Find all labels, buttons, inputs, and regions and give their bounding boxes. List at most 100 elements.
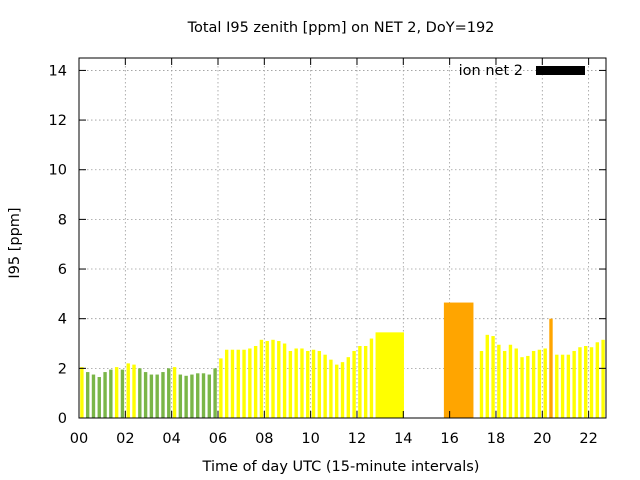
bar <box>491 336 495 418</box>
bar <box>578 347 582 418</box>
bar <box>502 350 507 418</box>
bar <box>248 348 252 418</box>
bar <box>317 350 322 418</box>
y-tick-label: 0 <box>58 411 67 427</box>
bar <box>340 362 345 418</box>
bar <box>584 346 588 418</box>
bar <box>363 346 368 418</box>
bar <box>196 373 200 418</box>
bar <box>178 374 183 418</box>
chart-title: Total I95 zenith [ppm] on NET 2, DoY=192 <box>187 20 495 36</box>
bar <box>190 374 194 418</box>
bar <box>375 332 404 418</box>
bar <box>85 372 90 418</box>
bar <box>294 348 298 418</box>
bar <box>265 341 269 418</box>
bar <box>103 372 107 418</box>
bar <box>167 368 171 418</box>
y-tick-label: 10 <box>49 163 67 179</box>
bar <box>443 302 474 418</box>
bar <box>358 346 362 418</box>
plot-frame <box>78 57 607 419</box>
bar <box>595 342 600 418</box>
legend-swatch <box>536 66 585 75</box>
x-tick-label: 18 <box>487 431 505 447</box>
bar <box>271 339 275 418</box>
bar <box>531 350 536 418</box>
bar <box>97 377 101 418</box>
grid-lines <box>79 58 606 418</box>
bar <box>508 344 513 418</box>
x-tick-label: 00 <box>70 431 88 447</box>
bar <box>514 348 518 418</box>
bar <box>288 350 293 418</box>
y-tick-label: 8 <box>58 212 67 228</box>
bar <box>172 367 177 418</box>
bar <box>560 354 565 418</box>
bar <box>520 357 524 418</box>
bar <box>329 359 333 418</box>
bar <box>346 357 350 418</box>
bar <box>109 369 113 418</box>
x-axis-label: Time of day UTC (15-minute intervals) <box>202 459 480 475</box>
bar <box>242 349 246 418</box>
bar <box>311 349 316 418</box>
x-tick-label: 22 <box>579 431 597 447</box>
bar <box>323 354 327 418</box>
bar <box>549 318 553 418</box>
bar <box>80 367 84 418</box>
x-tick-label: 02 <box>116 431 134 447</box>
y-tick-label: 2 <box>58 361 67 377</box>
bar <box>126 363 130 418</box>
bar <box>369 338 374 418</box>
bar <box>155 374 159 418</box>
bar <box>543 348 547 418</box>
bar <box>213 368 217 418</box>
bar <box>224 349 229 418</box>
bar <box>259 339 264 418</box>
bar <box>497 344 501 418</box>
bar <box>201 373 206 418</box>
bar <box>566 354 571 418</box>
x-tick-label: 12 <box>348 431 366 447</box>
bar <box>114 367 119 418</box>
y-tick-label: 12 <box>49 113 67 129</box>
x-tick-label: 16 <box>440 431 458 447</box>
bar <box>161 372 165 418</box>
y-axis-label: I95 [ppm] <box>7 207 23 278</box>
x-tick-label: 06 <box>209 431 227 447</box>
bar <box>526 355 530 418</box>
bar <box>601 339 605 418</box>
bar <box>335 364 339 418</box>
bar <box>219 358 223 418</box>
bar <box>479 350 484 418</box>
bar <box>91 374 96 418</box>
bar <box>138 368 142 418</box>
bar <box>485 334 489 418</box>
y-tick-label: 14 <box>49 63 67 79</box>
bar <box>352 350 356 418</box>
x-tick-label: 08 <box>255 431 273 447</box>
bar <box>282 343 287 418</box>
bar <box>306 350 310 418</box>
bar <box>207 374 211 418</box>
bar <box>555 354 559 418</box>
bar <box>149 374 154 418</box>
x-tick-label: 14 <box>394 431 412 447</box>
bar <box>236 349 240 418</box>
bars <box>80 302 605 418</box>
bar <box>132 364 136 418</box>
bar <box>277 341 281 418</box>
bar <box>230 349 235 418</box>
x-tick-label: 20 <box>533 431 551 447</box>
bar <box>537 349 542 418</box>
bar <box>300 348 304 418</box>
bar <box>253 346 258 418</box>
bar <box>184 375 188 418</box>
legend-label: ion net 2 <box>459 63 523 79</box>
y-tick-label: 6 <box>58 262 67 278</box>
bar <box>120 369 125 418</box>
x-tick-label: 04 <box>162 431 180 447</box>
